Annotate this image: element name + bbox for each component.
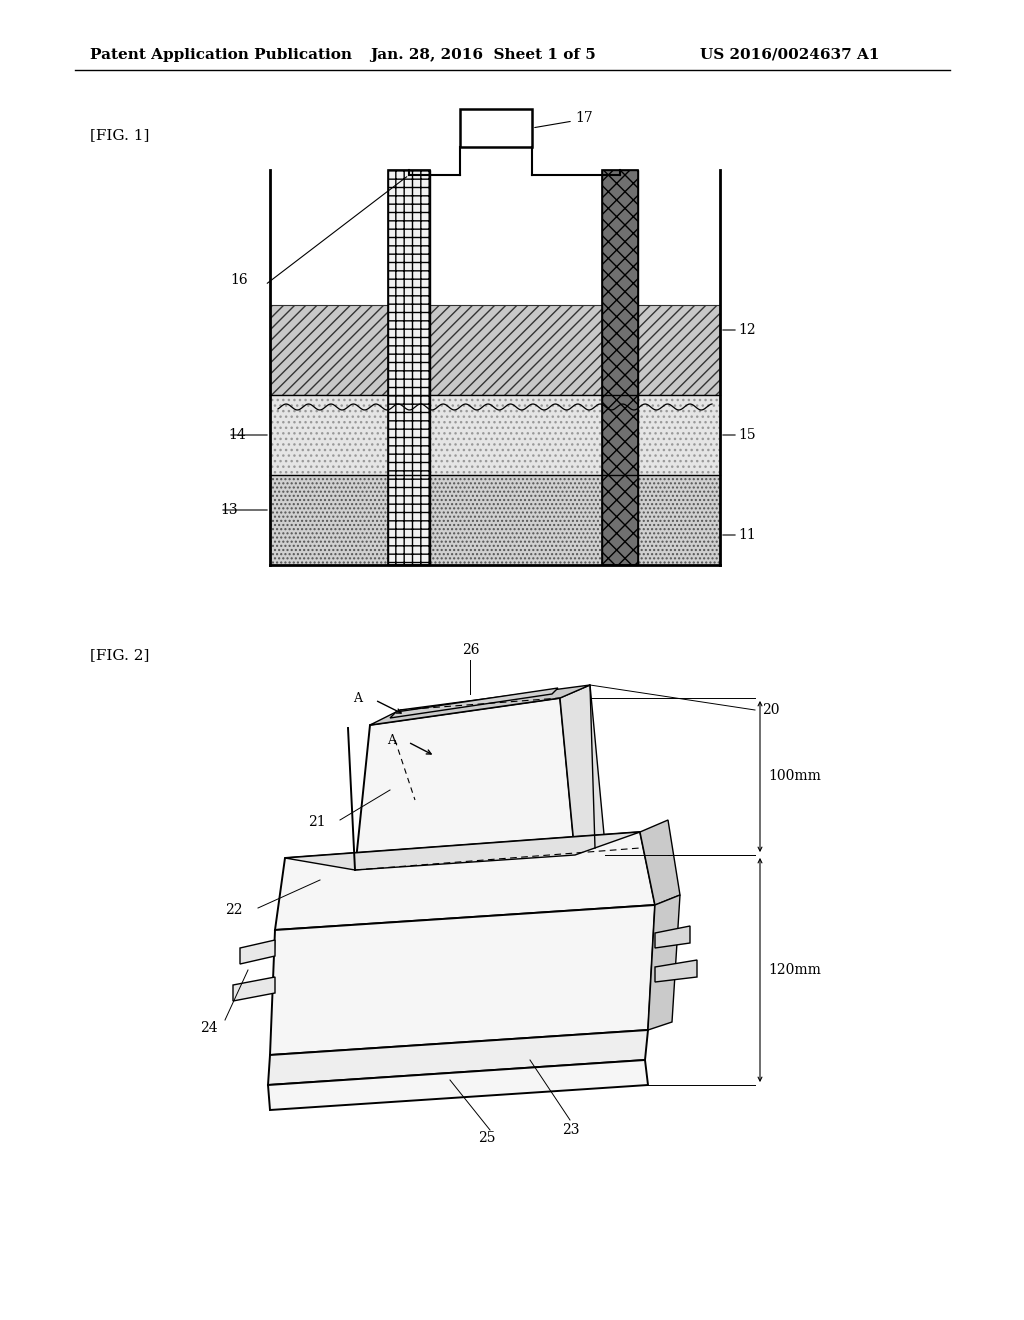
Text: 24: 24 bbox=[200, 1020, 218, 1035]
Polygon shape bbox=[655, 927, 690, 948]
Text: A: A bbox=[387, 734, 396, 747]
Text: 25: 25 bbox=[478, 1131, 496, 1144]
Polygon shape bbox=[270, 906, 655, 1055]
Bar bbox=[270, 475, 720, 565]
Bar bbox=[270, 475, 720, 565]
Bar bbox=[388, 170, 430, 565]
Text: 21: 21 bbox=[308, 814, 326, 829]
Text: Patent Application Publication: Patent Application Publication bbox=[90, 48, 352, 62]
Polygon shape bbox=[560, 685, 605, 855]
Bar bbox=[270, 305, 720, 395]
Bar bbox=[602, 170, 638, 565]
Text: 16: 16 bbox=[230, 273, 248, 286]
Bar bbox=[270, 395, 720, 475]
Bar bbox=[602, 170, 638, 565]
Text: A: A bbox=[353, 692, 362, 705]
Bar bbox=[388, 170, 430, 565]
Text: Jan. 28, 2016  Sheet 1 of 5: Jan. 28, 2016 Sheet 1 of 5 bbox=[370, 48, 596, 62]
Bar bbox=[388, 170, 430, 565]
Text: 17: 17 bbox=[575, 111, 593, 125]
Text: 100mm: 100mm bbox=[768, 770, 821, 783]
Text: 11: 11 bbox=[738, 528, 756, 543]
Text: 26: 26 bbox=[462, 643, 479, 657]
Bar bbox=[270, 395, 720, 475]
Polygon shape bbox=[240, 940, 275, 964]
Bar bbox=[460, 110, 532, 147]
Polygon shape bbox=[390, 688, 558, 718]
Polygon shape bbox=[275, 832, 655, 931]
Polygon shape bbox=[370, 685, 590, 725]
Text: US 2016/0024637 A1: US 2016/0024637 A1 bbox=[700, 48, 880, 62]
Text: [FIG. 1]: [FIG. 1] bbox=[90, 128, 150, 143]
Polygon shape bbox=[648, 895, 680, 1030]
Polygon shape bbox=[268, 1060, 648, 1110]
Polygon shape bbox=[285, 832, 640, 870]
Text: 22: 22 bbox=[225, 903, 243, 917]
Polygon shape bbox=[655, 960, 697, 982]
Polygon shape bbox=[268, 1030, 648, 1085]
Polygon shape bbox=[355, 698, 575, 870]
Text: 13: 13 bbox=[220, 503, 238, 517]
Polygon shape bbox=[640, 820, 680, 906]
Text: 12: 12 bbox=[738, 323, 756, 337]
Bar bbox=[602, 170, 638, 565]
Text: [FIG. 2]: [FIG. 2] bbox=[90, 648, 150, 663]
Text: 23: 23 bbox=[562, 1123, 580, 1137]
Text: 14: 14 bbox=[228, 428, 246, 442]
Text: 20: 20 bbox=[762, 704, 779, 717]
Text: 120mm: 120mm bbox=[768, 964, 821, 977]
Polygon shape bbox=[233, 977, 275, 1001]
Text: 15: 15 bbox=[738, 428, 756, 442]
Bar bbox=[270, 305, 720, 395]
